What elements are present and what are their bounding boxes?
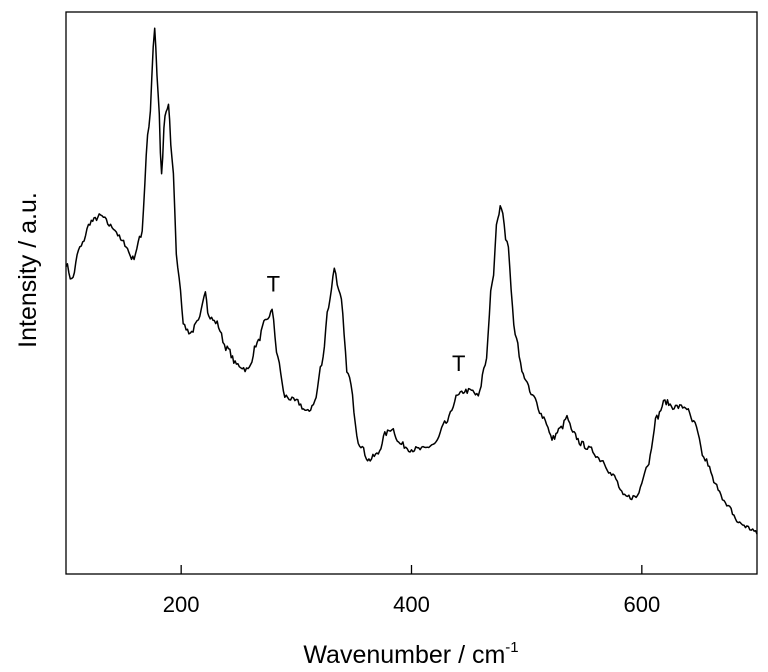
x-tick-label-600: 600 (623, 592, 660, 617)
x-axis-label: Wavenumber / cm-1 (303, 639, 518, 669)
annotation-t-1: T (267, 272, 280, 297)
annotation-t-2: T (452, 351, 465, 376)
x-tick-label-400: 400 (393, 592, 430, 617)
x-axis-tick-labels: 200 400 600 (163, 592, 660, 617)
peak-annotations: TT (267, 272, 466, 377)
x-tick-label-200: 200 (163, 592, 200, 617)
x-axis-ticks (180, 565, 643, 574)
plot-frame (65, 11, 758, 575)
y-axis-label: Intensity / a.u. (14, 192, 42, 348)
spectrum-line (65, 27, 758, 535)
